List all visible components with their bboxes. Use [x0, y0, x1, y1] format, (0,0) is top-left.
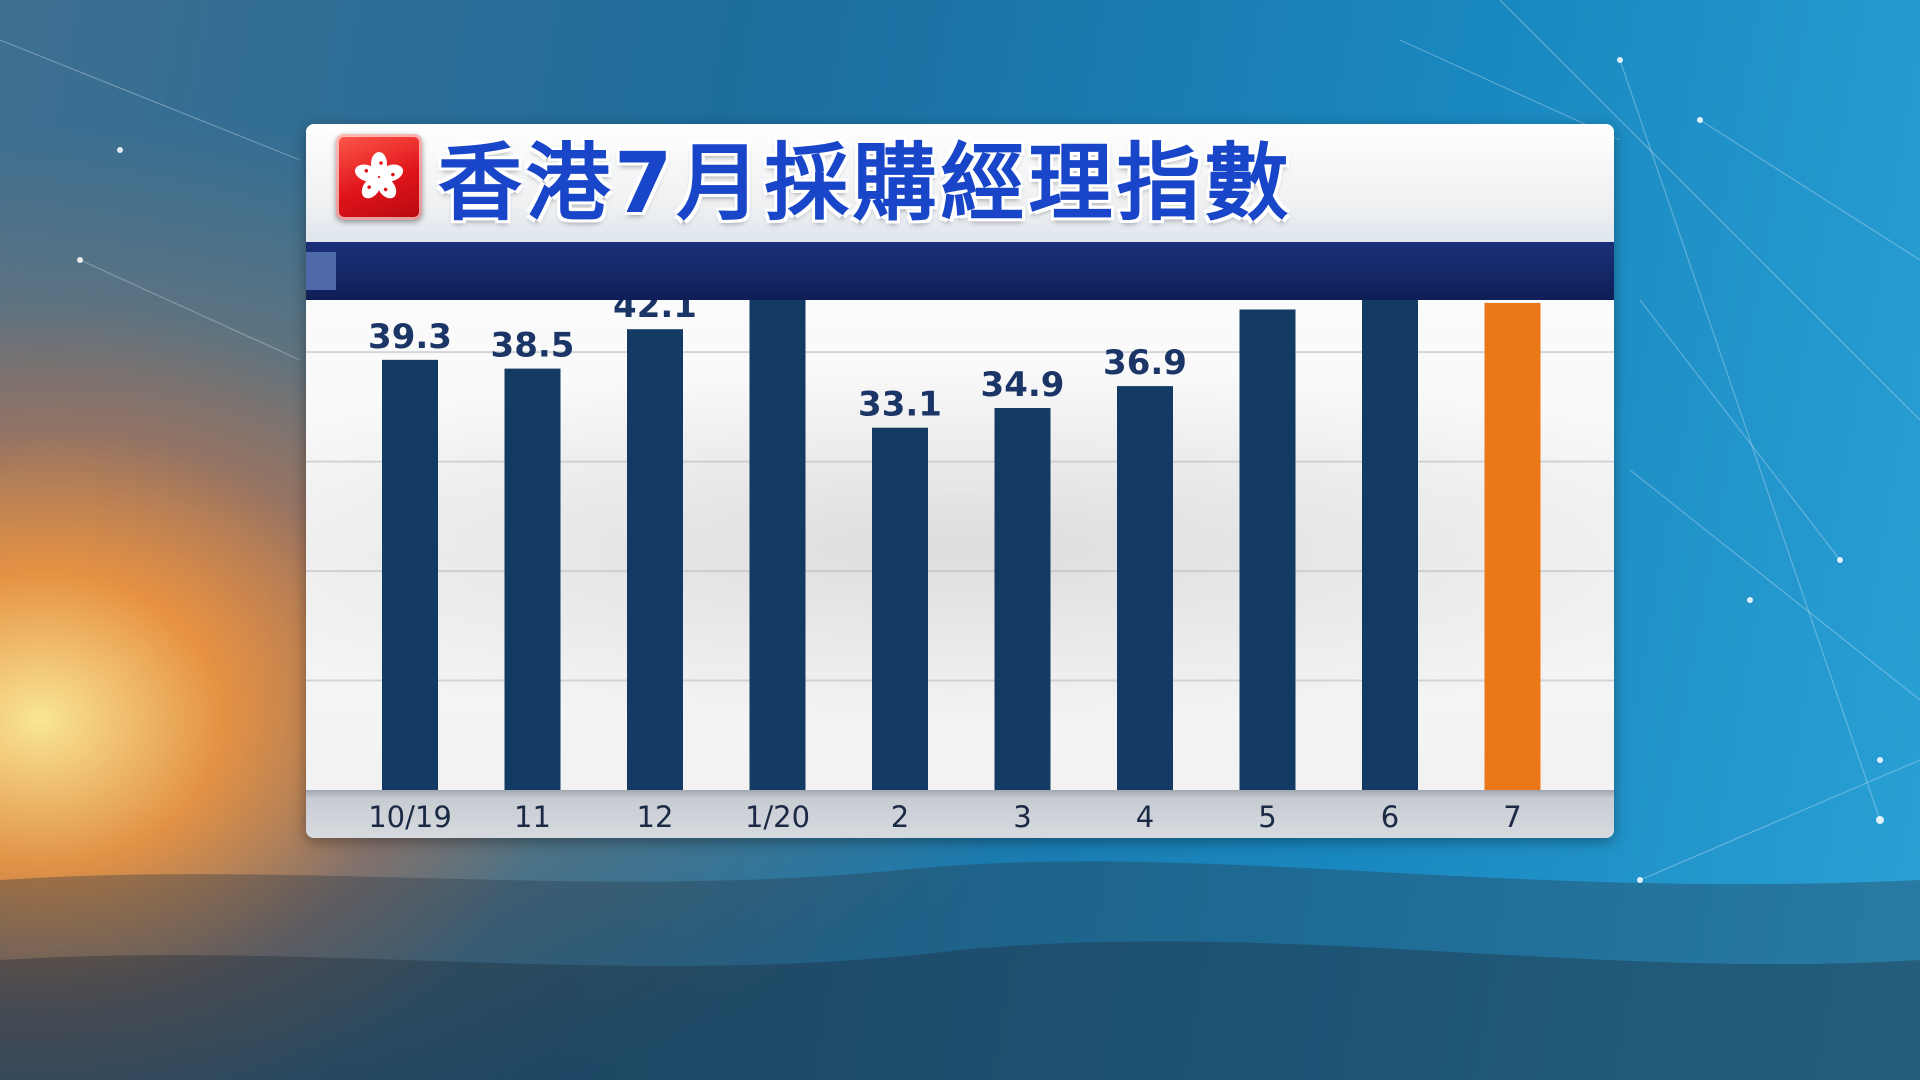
- title-bar: 香港7月採購經理指數: [306, 124, 1614, 242]
- data-label-3: 34.9: [981, 365, 1065, 405]
- bar-2: [872, 427, 928, 790]
- bar-4: [1117, 386, 1173, 790]
- bar-1/20: [749, 300, 806, 790]
- stripe-tab: [306, 252, 336, 290]
- bar-5: [1239, 309, 1296, 790]
- bar-6: [1362, 300, 1418, 790]
- chart-panel: 香港7月採購經理指數 39.338.542.146.833.134.936.94…: [306, 124, 1614, 838]
- data-label-12: 42.1: [613, 300, 697, 326]
- data-label-5: 43.9: [1226, 300, 1310, 306]
- x-tick-label-3: 3: [1013, 800, 1031, 834]
- bar-10/19: [382, 359, 438, 790]
- x-tick-label-6: 6: [1381, 800, 1399, 834]
- x-tick-label-4: 4: [1136, 800, 1154, 834]
- x-tick-label-1/20: 1/20: [745, 800, 810, 834]
- plot-area: 39.338.542.146.833.134.936.943.949.644.5: [306, 300, 1614, 790]
- data-label-11: 38.5: [491, 326, 575, 366]
- hong-kong-flag-icon: [336, 134, 422, 220]
- x-axis-strip: 10/19 11 12 1/20 2 3 4 5 6 7: [306, 790, 1614, 838]
- x-tick-label-7: 7: [1503, 800, 1521, 834]
- data-label-10/19: 39.3: [368, 317, 452, 357]
- bar-11: [504, 368, 561, 790]
- data-label-2: 33.1: [858, 385, 942, 425]
- bar-12: [627, 329, 683, 790]
- x-tick-label-5: 5: [1258, 800, 1276, 834]
- x-tick-label-2: 2: [891, 800, 909, 834]
- x-tick-label-10/19: 10/19: [368, 800, 452, 834]
- bar-3: [994, 408, 1051, 790]
- x-tick-label-12: 12: [637, 800, 674, 834]
- title-stripe: [306, 242, 1614, 300]
- bar-chart: 39.338.542.146.833.134.936.943.949.644.5: [306, 300, 1614, 790]
- chart-title: 香港7月採購經理指數: [438, 134, 1293, 232]
- x-axis-labels: 10/19 11 12 1/20 2 3 4 5 6 7: [368, 800, 1522, 834]
- data-label-4: 36.9: [1103, 343, 1187, 383]
- x-tick-label-11: 11: [514, 800, 551, 834]
- bar-7: [1484, 302, 1541, 790]
